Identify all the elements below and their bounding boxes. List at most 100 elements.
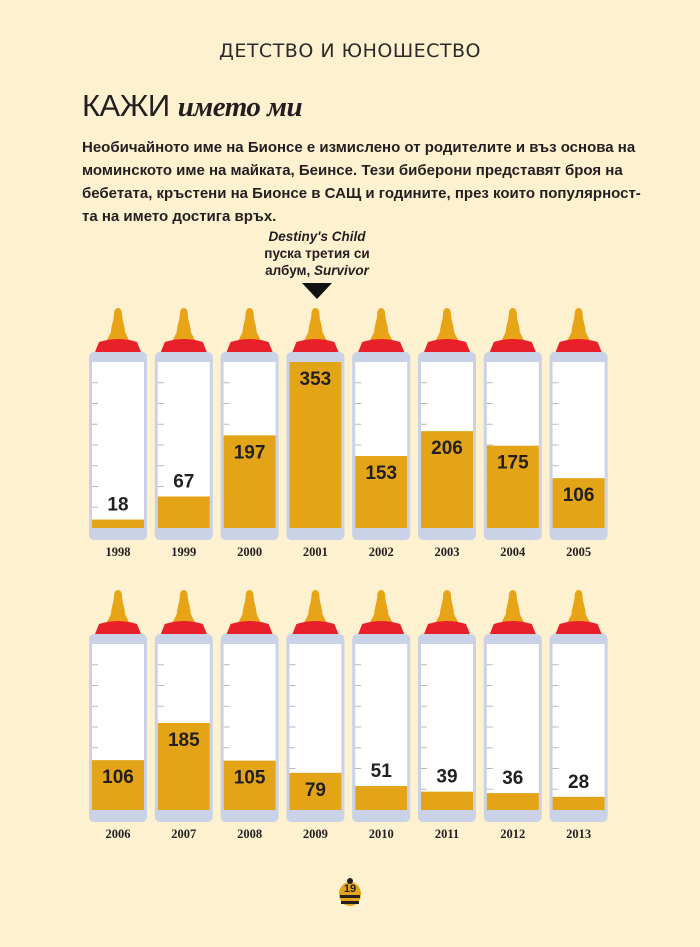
bottle-cap	[292, 621, 339, 634]
bottle-2009: 79 2009	[286, 590, 345, 841]
bottle-nipple	[567, 308, 590, 340]
bottle-cap	[489, 621, 536, 634]
annotation-line-2: пуска третия си	[264, 246, 370, 261]
bottle-nipple	[501, 308, 524, 340]
intro-text: Необичайното име на Бионсе е измислено о…	[82, 139, 641, 225]
page-title: КАЖИ името ми	[82, 88, 303, 124]
bottle-nipple	[172, 308, 195, 340]
value-label: 18	[107, 495, 128, 516]
bottle-nipple	[436, 590, 458, 622]
bottle-2002: 153 2002	[352, 308, 411, 559]
bottle-1999: 67 1999	[154, 308, 213, 559]
milk-bar	[289, 362, 342, 528]
bottle-2013: 28 2013	[549, 590, 608, 841]
milk-bar	[92, 760, 144, 810]
year-label: 2002	[369, 545, 394, 559]
bottle-cap	[292, 339, 339, 352]
bottle-cap	[95, 339, 141, 352]
bottle-nipple	[370, 590, 393, 622]
milk-bar	[223, 760, 276, 810]
year-label: 1998	[106, 545, 131, 559]
page-number: 19	[343, 883, 357, 895]
year-label: 2009	[303, 827, 328, 841]
bottle-nipple	[304, 590, 327, 622]
bottle-2003: 206 2003	[418, 308, 476, 559]
year-label: 2004	[500, 545, 526, 559]
value-label: 51	[371, 761, 393, 782]
bottle-2001: 353 2001	[286, 308, 345, 559]
milk-bar	[486, 793, 539, 810]
bottle-2007: 185 2007	[154, 590, 213, 841]
bottle-cap	[358, 621, 405, 634]
year-label: 2003	[435, 545, 460, 559]
value-label: 153	[365, 463, 397, 484]
year-label: 2007	[171, 827, 196, 841]
year-label: 2013	[566, 827, 591, 841]
value-label: 39	[436, 767, 457, 788]
bottle-cap	[489, 339, 536, 352]
bottle-cap	[95, 621, 141, 634]
bottle-2010: 51 2010	[352, 590, 411, 841]
bottle-1998: 18 1998	[89, 308, 147, 559]
milk-bar	[421, 431, 473, 528]
annotation-line-1: Destiny's Child	[268, 229, 366, 244]
year-label: 2011	[435, 827, 459, 841]
bottle-nipple	[304, 308, 327, 340]
value-label: 67	[173, 471, 194, 492]
bee-badge-icon	[339, 878, 361, 906]
value-label: 79	[305, 780, 326, 801]
value-label: 106	[563, 485, 595, 506]
title-caps: КАЖИ	[82, 88, 170, 123]
bottle-cap	[226, 621, 273, 634]
bottle-2006: 106 2006	[89, 590, 147, 841]
value-label: 105	[234, 768, 266, 789]
milk-bar	[552, 796, 605, 810]
bottle-inner	[92, 362, 144, 528]
bottle-nipple	[172, 590, 195, 622]
bottle-2012: 36 2012	[483, 590, 542, 841]
bottle-nipple	[501, 590, 524, 622]
bottle-chart: 18 1998 67 1999 197 2000 353 2001 153 2002 206 2003…	[89, 308, 608, 841]
year-label: 2000	[237, 545, 262, 559]
bottle-nipple	[567, 590, 590, 622]
value-label: 36	[502, 768, 523, 789]
year-label: 1999	[171, 545, 196, 559]
bottle-nipple	[370, 308, 393, 340]
annotation-2001: Destiny's Child пуска третия си албум, S…	[252, 228, 382, 279]
bottle-cap	[424, 339, 470, 352]
bottle-cap	[160, 621, 207, 634]
value-label: 106	[102, 767, 134, 788]
milk-bar	[92, 519, 144, 528]
annotation-arrow	[302, 283, 332, 299]
bottle-nipple	[107, 308, 129, 340]
bottle-cap	[424, 621, 470, 634]
bottle-cap	[358, 339, 405, 352]
year-label: 2008	[237, 827, 262, 841]
section-header: ДЕТСТВО И ЮНОШЕСТВО	[218, 40, 482, 62]
value-label: 175	[497, 453, 529, 474]
milk-bar	[552, 478, 605, 528]
value-label: 28	[568, 772, 589, 793]
milk-bar	[355, 786, 408, 810]
year-label: 2005	[566, 545, 591, 559]
milk-bar	[223, 435, 276, 528]
bottle-inner	[552, 644, 605, 810]
value-label: 206	[431, 438, 463, 459]
year-label: 2006	[106, 827, 131, 841]
value-label: 353	[300, 369, 332, 390]
bottle-2000: 197 2000	[220, 308, 279, 559]
bottle-cap	[555, 621, 602, 634]
bottle-nipple	[107, 590, 129, 622]
bottle-nipple	[436, 308, 458, 340]
bottle-cap	[226, 339, 273, 352]
milk-bar	[289, 772, 342, 810]
bottle-cap	[555, 339, 602, 352]
bottle-2011: 39 2011	[418, 590, 476, 841]
annotation-line-3: албум, Survivor	[265, 263, 369, 278]
milk-bar	[355, 456, 408, 528]
bottle-2008: 105 2008	[220, 590, 279, 841]
bottle-inner	[486, 644, 539, 810]
bottle-inner	[421, 644, 473, 810]
milk-bar	[157, 723, 210, 810]
value-label: 185	[168, 730, 200, 751]
